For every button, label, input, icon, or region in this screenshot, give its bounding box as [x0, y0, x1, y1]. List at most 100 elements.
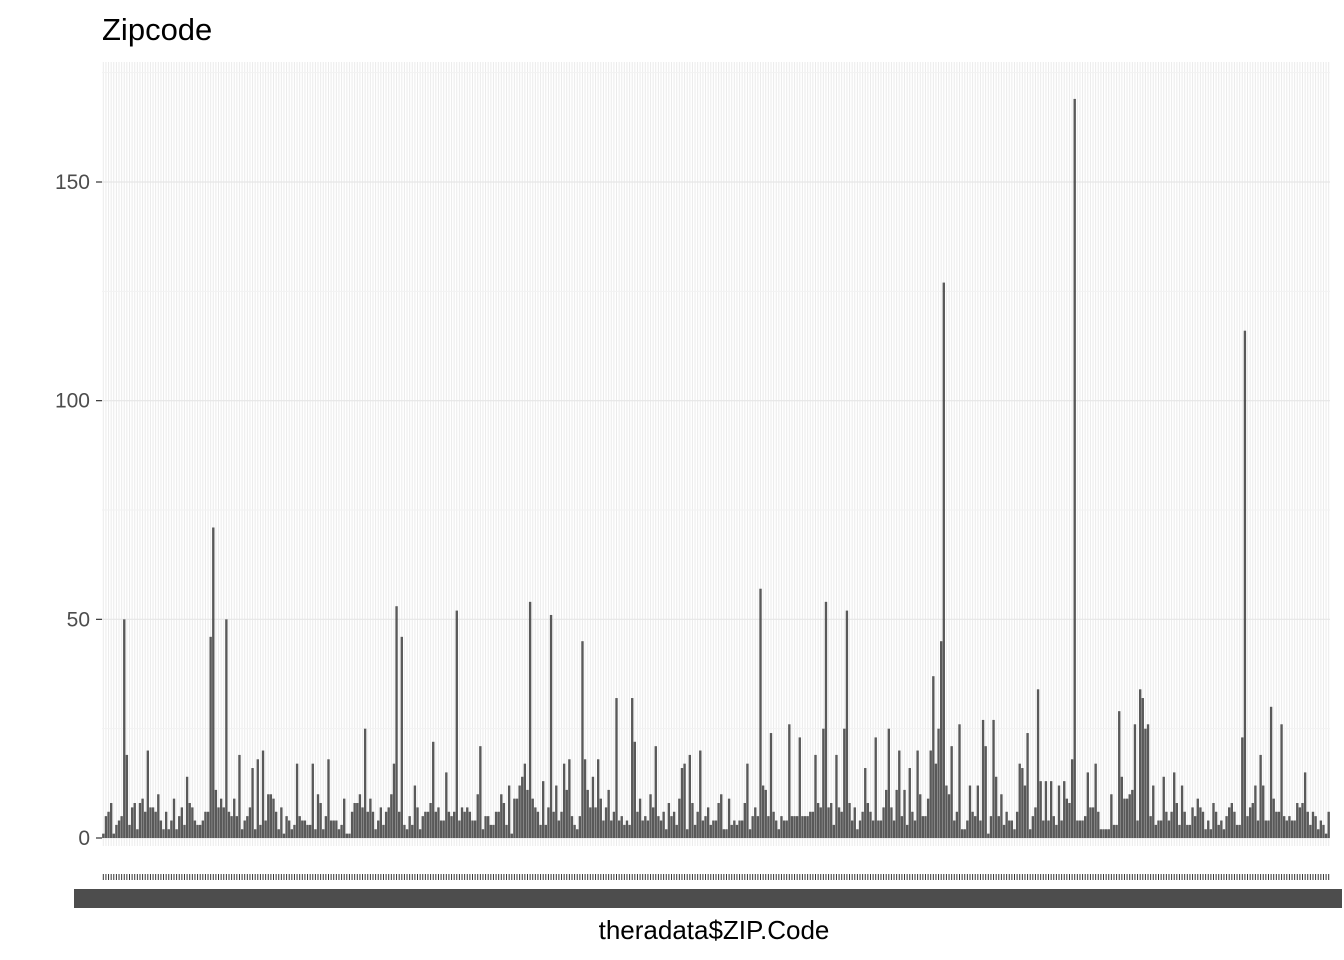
bar	[466, 807, 469, 838]
bar	[788, 724, 791, 838]
bar	[992, 719, 995, 838]
bar	[264, 820, 267, 838]
bar	[659, 820, 663, 838]
bar	[429, 803, 432, 838]
bar	[452, 811, 456, 838]
bar	[301, 820, 304, 838]
bar	[1002, 824, 1006, 838]
bar	[183, 824, 186, 838]
bar	[701, 820, 705, 838]
bar	[937, 728, 940, 838]
bar	[536, 811, 540, 838]
bar	[1023, 785, 1027, 838]
bar	[235, 816, 239, 838]
bar	[1115, 824, 1118, 838]
bar	[555, 785, 558, 838]
bar	[188, 803, 191, 838]
bar	[780, 816, 783, 838]
bar	[534, 807, 537, 838]
bar	[1225, 816, 1228, 838]
bar	[269, 794, 273, 838]
bar	[523, 763, 527, 838]
bar	[484, 816, 487, 838]
bar	[767, 816, 770, 838]
bar	[712, 820, 715, 838]
bar	[387, 807, 390, 838]
bar	[1306, 811, 1309, 838]
bar	[162, 829, 165, 838]
bar	[112, 833, 115, 838]
bar	[1091, 807, 1095, 838]
bar	[104, 816, 108, 838]
bar	[1000, 794, 1003, 838]
bar	[332, 820, 335, 838]
bar	[450, 816, 453, 838]
bar	[405, 829, 409, 838]
bar	[926, 798, 930, 838]
bar	[984, 746, 987, 838]
bar	[717, 803, 720, 838]
bar	[1086, 772, 1089, 838]
bar	[1220, 820, 1223, 838]
bar	[1165, 811, 1168, 838]
bar	[994, 776, 998, 838]
bar	[997, 816, 1000, 838]
bar	[547, 807, 550, 838]
bar	[366, 811, 369, 838]
bar	[497, 811, 500, 838]
bar	[128, 824, 131, 838]
bar	[154, 811, 157, 838]
bar	[1301, 803, 1304, 838]
bar	[1031, 816, 1034, 838]
bar	[500, 794, 503, 838]
bar	[1322, 824, 1325, 838]
bar	[1084, 816, 1087, 838]
bar	[646, 820, 650, 838]
bar	[801, 816, 804, 838]
bar	[583, 759, 587, 838]
bar	[691, 803, 694, 838]
bar	[473, 820, 477, 838]
bar	[790, 816, 794, 838]
bar	[1311, 811, 1315, 838]
bar	[109, 803, 113, 838]
bar	[1290, 820, 1294, 838]
bar	[1044, 781, 1048, 838]
bar	[1136, 820, 1139, 838]
bar	[314, 829, 317, 838]
bar	[887, 728, 890, 838]
bar	[1036, 689, 1040, 838]
bar	[934, 763, 938, 838]
bar	[722, 829, 726, 838]
bar	[858, 820, 862, 838]
bar	[411, 824, 414, 838]
bar	[416, 807, 419, 838]
bar	[1021, 768, 1024, 838]
bar	[581, 641, 584, 838]
bar	[1141, 698, 1144, 838]
bar	[1199, 807, 1202, 838]
bar	[953, 820, 956, 838]
bar	[1327, 811, 1330, 838]
bar	[293, 824, 296, 838]
bar	[146, 750, 149, 838]
bar	[282, 833, 286, 838]
bar	[1063, 781, 1066, 838]
bar	[811, 811, 815, 838]
y-tick-label: 0	[78, 827, 90, 850]
bar	[259, 824, 262, 838]
bar	[958, 724, 961, 838]
bar	[565, 789, 568, 838]
bar	[175, 829, 178, 838]
bar	[1269, 706, 1273, 838]
bar	[288, 820, 291, 838]
chart-title: Zipcode	[102, 12, 212, 47]
bar	[505, 824, 508, 838]
bar	[989, 816, 993, 838]
bar	[1193, 816, 1197, 838]
bar	[921, 816, 925, 838]
bar	[1070, 759, 1074, 838]
bar	[408, 816, 411, 838]
bar	[1191, 807, 1194, 838]
bar	[785, 820, 788, 838]
